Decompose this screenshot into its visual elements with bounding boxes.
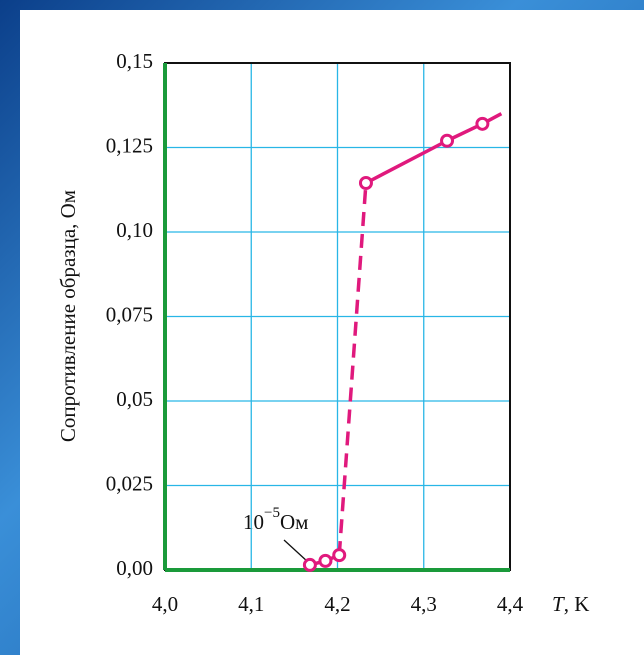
line-segment [337, 182, 368, 556]
y-tick-label: 0,15 [116, 49, 153, 73]
y-axis-label: Сопротивление образца, Ом [56, 190, 80, 442]
y-tick-label: 0,075 [106, 302, 153, 326]
y-tick-label: 0,05 [116, 387, 153, 411]
annotation-leader [283, 539, 309, 563]
annotation-base: 10 [243, 510, 264, 534]
point [332, 548, 347, 563]
x-tick-label: 4,1 [238, 592, 264, 616]
x-tick-label: 4,2 [324, 592, 350, 616]
x-axis-unit: , K [564, 592, 590, 616]
y-tick-label: 0,10 [116, 218, 153, 242]
x-tick-label: 4,4 [497, 592, 524, 616]
annotation-unit: Ом [280, 510, 308, 534]
annotation-exponent: −5 [264, 505, 280, 521]
y-tick-label: 0,025 [106, 471, 153, 495]
x-tick-label: 4,0 [152, 592, 178, 616]
point [440, 133, 455, 148]
annotation: 10−5Ом [243, 505, 308, 533]
point [358, 175, 373, 190]
point [475, 116, 490, 131]
x-axis-label: T, K [552, 592, 589, 616]
panel [20, 10, 644, 655]
point [318, 553, 333, 568]
x-axis-symbol: T [552, 592, 565, 616]
x-tick-label: 4,3 [411, 592, 437, 616]
line-segment [365, 139, 448, 185]
point [302, 557, 317, 572]
y-tick-label: 0,125 [106, 133, 153, 157]
y-tick-label: 0,00 [116, 556, 153, 580]
